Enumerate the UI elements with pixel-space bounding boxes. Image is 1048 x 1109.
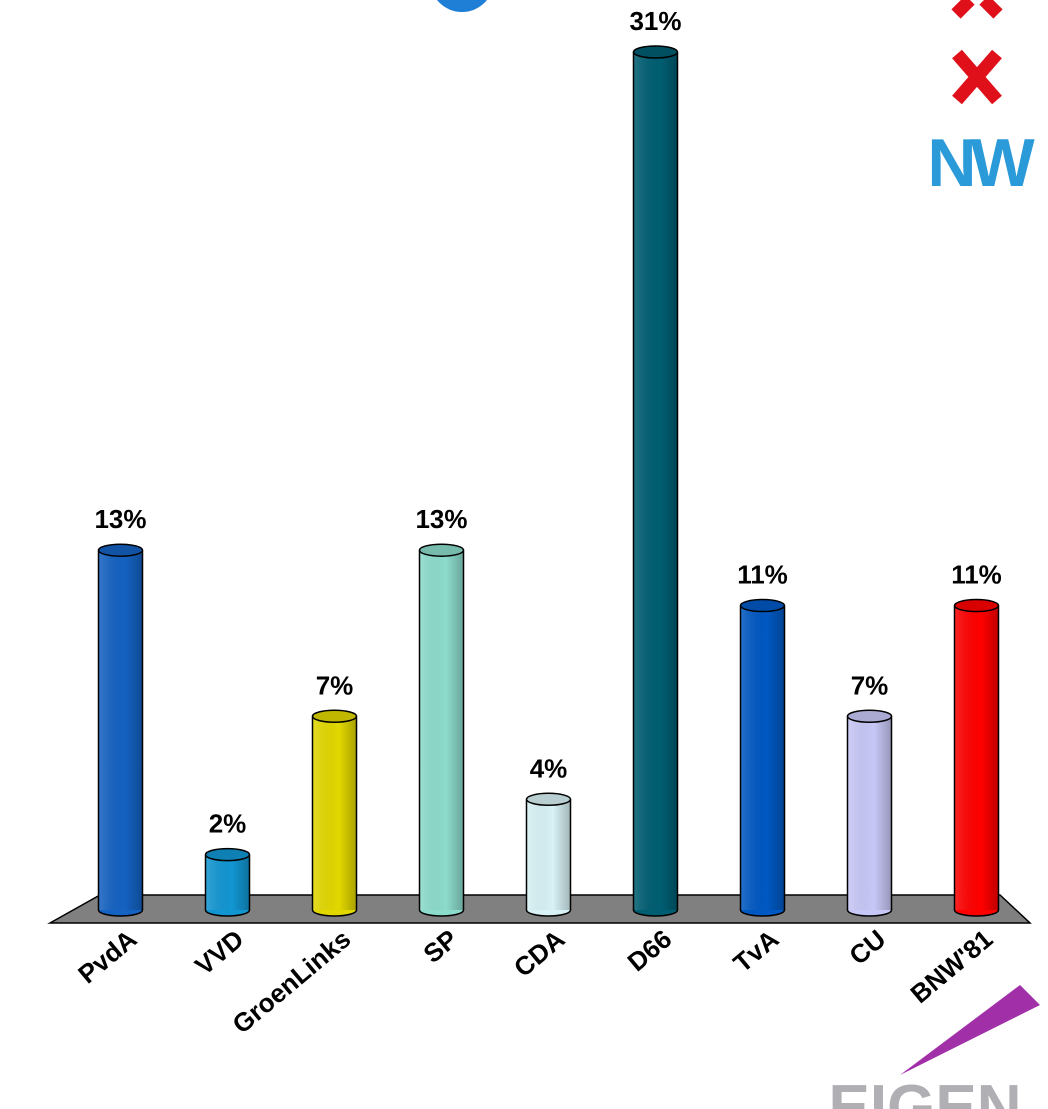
bar-outline — [632, 52, 679, 910]
bar-shade — [740, 605, 785, 910]
bar-top — [418, 543, 465, 557]
bar-top — [846, 709, 893, 724]
value-label: 11% — [737, 560, 788, 590]
x-tick-label: SP — [418, 924, 464, 969]
bar — [846, 709, 893, 917]
x-tick-label: PvdA — [72, 923, 142, 989]
bar-top — [953, 598, 1000, 613]
x-tick-label: VVD — [189, 924, 249, 981]
bar-shade — [847, 716, 892, 910]
x-tick-label: CDA — [508, 923, 571, 982]
bar-top — [739, 598, 786, 613]
logo-text: NW — [927, 125, 1035, 201]
bar-shade — [526, 799, 571, 910]
x-tick-label: GroenLinks — [226, 924, 356, 1040]
bar — [953, 598, 1000, 917]
bar — [418, 543, 465, 917]
value-label: 7% — [316, 670, 354, 700]
x-tick-label: TvA — [727, 923, 784, 978]
bar-outline — [311, 716, 358, 910]
bar-top — [204, 847, 251, 862]
bar-outline — [97, 550, 144, 910]
bar-top — [525, 792, 572, 807]
bar-outline — [846, 716, 893, 910]
x-tick-label: CU — [843, 924, 891, 971]
amsterdam-crosses — [951, 0, 1003, 105]
bar-outline — [953, 605, 1000, 910]
bar-shade — [98, 550, 143, 910]
value-label: 11% — [951, 560, 1002, 590]
x-tick-label: D66 — [622, 924, 678, 978]
bar-outline — [525, 799, 572, 910]
bar-top — [97, 543, 144, 557]
value-label: 13% — [415, 504, 467, 534]
x-tick-label: BNW'81 — [905, 924, 999, 1009]
bar-top — [632, 45, 679, 59]
bar-shade — [205, 854, 250, 910]
bar-shade — [954, 605, 999, 910]
bar — [632, 45, 679, 917]
bar — [97, 543, 144, 917]
bar-shade — [633, 52, 678, 910]
logo-text: EIGEN — [829, 1073, 1022, 1109]
bar-outline — [418, 550, 465, 910]
bar-outline — [204, 854, 251, 910]
value-label: 31% — [629, 6, 681, 36]
value-label: 2% — [209, 809, 247, 839]
value-label: 7% — [851, 670, 889, 700]
value-label: 4% — [530, 753, 568, 783]
bar — [204, 847, 251, 917]
bar-shade — [312, 716, 357, 910]
bar — [525, 792, 572, 917]
bar-outline — [739, 605, 786, 910]
bar-shade — [419, 550, 464, 910]
logo-circle — [437, 0, 487, 12]
bar — [311, 709, 358, 917]
bar — [739, 598, 786, 917]
bar-top — [311, 709, 358, 724]
value-label: 13% — [94, 504, 146, 534]
logo-swoosh — [900, 985, 1040, 1075]
